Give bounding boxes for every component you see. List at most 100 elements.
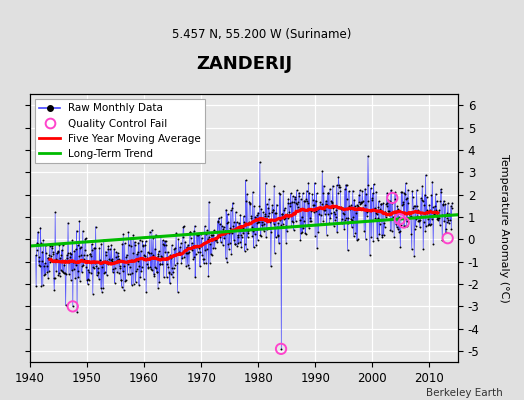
Point	[315, 211, 324, 217]
Point	[163, 261, 171, 267]
Point	[440, 198, 448, 204]
Point	[267, 229, 276, 235]
Point	[439, 201, 447, 207]
Point	[420, 202, 428, 208]
Point	[115, 256, 124, 262]
Point	[402, 196, 410, 202]
Point	[203, 238, 212, 244]
Point	[279, 188, 288, 194]
Point	[165, 264, 173, 270]
Point	[131, 242, 139, 248]
Legend: Raw Monthly Data, Quality Control Fail, Five Year Moving Average, Long-Term Tren: Raw Monthly Data, Quality Control Fail, …	[35, 99, 205, 163]
Point	[285, 196, 293, 202]
Point	[425, 221, 433, 227]
Point	[410, 226, 419, 232]
Point	[47, 256, 55, 262]
Point	[108, 256, 116, 262]
Point	[369, 181, 378, 188]
Point	[357, 199, 365, 206]
Point	[46, 243, 54, 249]
Point	[57, 252, 66, 258]
Point	[86, 253, 95, 259]
Point	[52, 250, 61, 256]
Point	[89, 264, 97, 270]
Point	[166, 280, 174, 286]
Point	[198, 235, 206, 241]
Point	[440, 218, 449, 224]
Point	[97, 285, 105, 291]
Point	[51, 209, 59, 216]
Point	[428, 216, 436, 222]
Point	[234, 234, 242, 240]
Point	[274, 220, 282, 226]
Point	[395, 214, 403, 220]
Point	[144, 249, 152, 255]
Point	[435, 207, 444, 213]
Point	[214, 219, 223, 225]
Point	[388, 195, 397, 201]
Point	[221, 230, 229, 237]
Point	[62, 270, 70, 277]
Point	[408, 246, 416, 252]
Point	[160, 238, 169, 244]
Point	[83, 252, 91, 259]
Point	[368, 195, 376, 202]
Point	[326, 215, 334, 221]
Point	[434, 214, 442, 221]
Point	[59, 269, 68, 275]
Point	[256, 159, 264, 165]
Point	[112, 254, 120, 260]
Point	[119, 287, 128, 293]
Point	[284, 200, 292, 206]
Point	[156, 261, 164, 267]
Point	[75, 218, 84, 224]
Point	[373, 211, 381, 218]
Point	[64, 250, 73, 257]
Point	[348, 187, 357, 194]
Point	[93, 270, 102, 276]
Point	[441, 201, 449, 208]
Point	[200, 260, 208, 266]
Point	[343, 196, 351, 202]
Point	[103, 258, 111, 264]
Point	[425, 202, 433, 208]
Point	[76, 277, 84, 284]
Point	[380, 220, 388, 226]
Point	[111, 280, 119, 286]
Point	[409, 205, 418, 211]
Point	[420, 219, 428, 225]
Point	[388, 199, 397, 206]
Point	[303, 198, 311, 204]
Point	[227, 229, 236, 236]
Point	[417, 212, 425, 219]
Point	[115, 270, 123, 276]
Point	[217, 214, 225, 220]
Point	[268, 208, 276, 215]
Point	[223, 259, 231, 265]
Point	[347, 202, 355, 208]
Point	[43, 268, 51, 275]
Point	[438, 236, 446, 243]
Point	[375, 198, 383, 204]
Point	[286, 202, 294, 209]
Point	[237, 244, 246, 250]
Point	[243, 190, 251, 197]
Point	[311, 233, 319, 239]
Point	[394, 206, 402, 212]
Point	[201, 247, 209, 253]
Point	[102, 252, 111, 258]
Point	[239, 213, 248, 220]
Point	[193, 248, 202, 255]
Point	[45, 268, 53, 274]
Point	[363, 212, 371, 219]
Point	[132, 279, 140, 285]
Point	[113, 268, 121, 275]
Point	[293, 201, 301, 208]
Point	[291, 218, 300, 224]
Point	[86, 251, 95, 258]
Point	[264, 216, 272, 223]
Point	[233, 242, 241, 249]
Point	[189, 256, 198, 262]
Point	[324, 210, 332, 217]
Point	[396, 228, 404, 234]
